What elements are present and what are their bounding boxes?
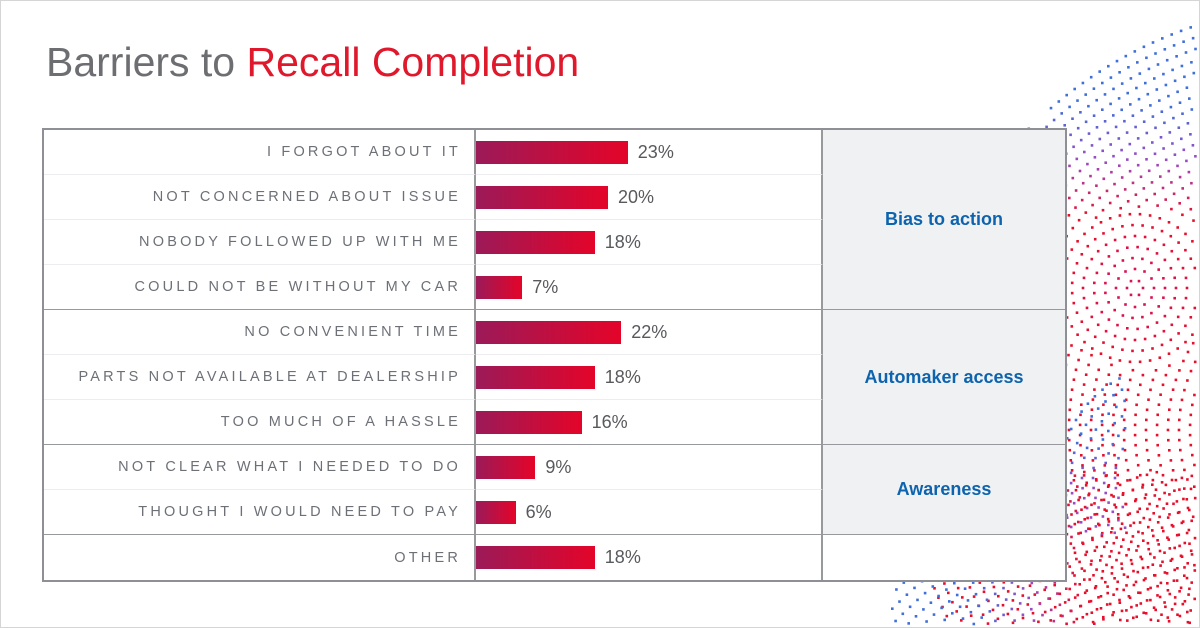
bar-cell: 16% — [476, 400, 823, 445]
bar-cell: 22% — [476, 310, 823, 355]
bar-cell: 23% — [476, 130, 823, 175]
bar-value: 16% — [591, 411, 628, 432]
row-label: NO CONVENIENT TIME — [44, 310, 476, 355]
bar — [476, 500, 516, 524]
bar-cell: 18% — [476, 355, 823, 400]
title-prefix: Barriers to — [46, 39, 247, 85]
bar — [476, 546, 595, 569]
bar-cell: 20% — [476, 175, 823, 220]
group-label: Awareness — [896, 479, 992, 499]
row-label: THOUGHT I WOULD NEED TO PAY — [44, 490, 476, 535]
bar — [476, 365, 595, 389]
row-label: NOT CLEAR WHAT I NEEDED TO DO — [44, 445, 476, 490]
bar-cell: 9% — [476, 445, 823, 490]
bar-cell: 18% — [476, 535, 823, 580]
bar-value: 18% — [604, 231, 641, 252]
bar-value: 18% — [604, 366, 641, 387]
bar-value: 9% — [545, 456, 572, 477]
bar-value: 6% — [525, 501, 552, 522]
group-cell-automaker-access: Automaker access — [823, 310, 1065, 445]
group-label: Bias to action — [884, 209, 1004, 229]
bar-value: 23% — [637, 141, 674, 162]
bar — [476, 410, 582, 434]
bar-cell: 7% — [476, 265, 823, 310]
bar — [476, 320, 622, 344]
row-label: PARTS NOT AVAILABLE AT DEALERSHIP — [44, 355, 476, 400]
row-label: NOBODY FOLLOWED UP WITH ME — [44, 220, 476, 265]
bar-cell: 6% — [476, 490, 823, 535]
group-cell-empty — [823, 535, 1065, 580]
bar — [476, 230, 595, 254]
row-label: NOT CONCERNED ABOUT ISSUE — [44, 175, 476, 220]
bar-value: 20% — [618, 186, 655, 207]
row-label: OTHER — [44, 535, 476, 580]
group-label: Automaker access — [864, 366, 1024, 387]
row-label: TOO MUCH OF A HASSLE — [44, 400, 476, 445]
bar-value: 7% — [532, 276, 559, 297]
bar — [476, 275, 523, 299]
barriers-table: Bias to action Automaker access Awarenes… — [42, 128, 1067, 582]
title-highlight: Recall Completion — [246, 39, 580, 85]
bar-cell: 18% — [476, 220, 823, 265]
bar — [476, 455, 536, 479]
group-cell-awareness: Awareness — [823, 445, 1065, 535]
group-cell-bias-to-action: Bias to action — [823, 130, 1065, 310]
bar-value: 22% — [631, 321, 668, 342]
bar — [476, 140, 628, 164]
page-title: Barriers to Recall Completion — [46, 39, 580, 85]
bar — [476, 185, 608, 209]
row-label: COULD NOT BE WITHOUT MY CAR — [44, 265, 476, 310]
bar-value: 18% — [604, 547, 641, 567]
row-label: I FORGOT ABOUT IT — [44, 130, 476, 175]
